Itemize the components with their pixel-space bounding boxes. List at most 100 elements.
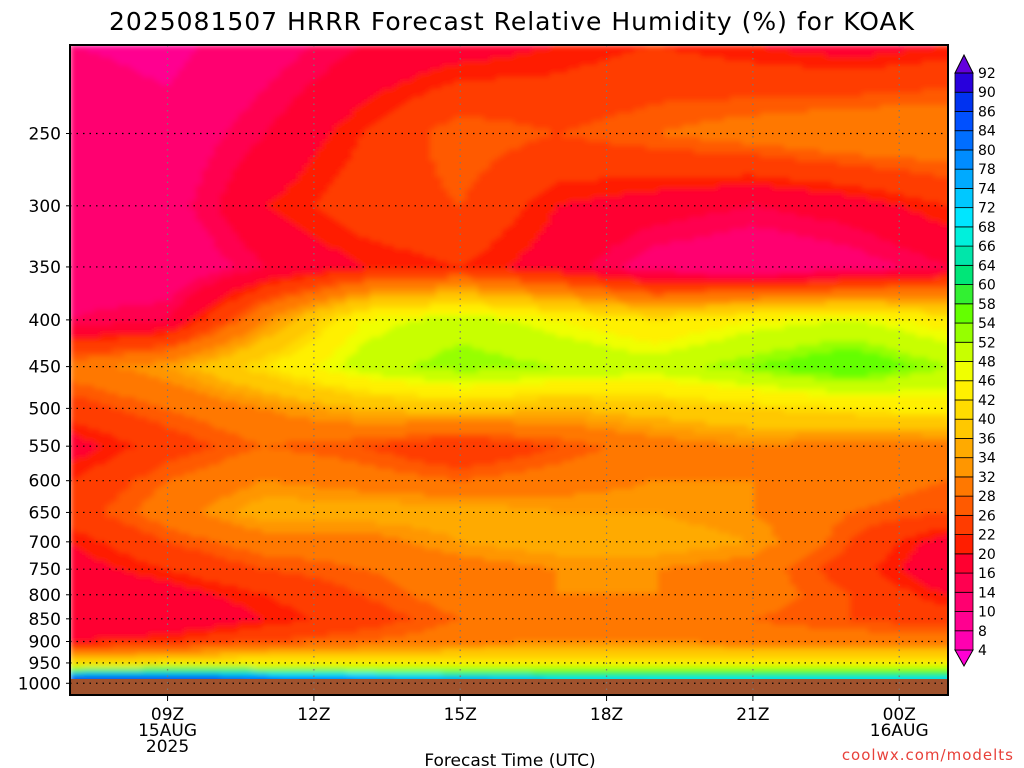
heatmap-cell — [838, 61, 845, 66]
heatmap-cell — [628, 77, 635, 82]
heatmap-cell — [190, 65, 197, 70]
heatmap-cell — [700, 53, 707, 58]
heatmap-cell — [742, 73, 749, 78]
heatmap-cell — [352, 65, 359, 70]
heatmap-cell — [112, 53, 119, 58]
heatmap-cell — [298, 81, 305, 86]
heatmap-cell — [658, 53, 665, 58]
heatmap-cell — [508, 73, 515, 78]
heatmap-cell — [688, 49, 695, 54]
heatmap-cell — [610, 57, 617, 62]
heatmap-cell — [580, 65, 587, 70]
heatmap-cell — [148, 61, 155, 66]
heatmap-cell — [430, 77, 437, 82]
heatmap-cell — [502, 61, 509, 66]
heatmap-cell — [664, 57, 671, 62]
heatmap-cell — [802, 65, 809, 70]
heatmap-cell — [748, 73, 755, 78]
heatmap-cell — [502, 57, 509, 62]
heatmap-cell — [652, 61, 659, 66]
heatmap-cell — [82, 77, 89, 82]
heatmap-cell — [736, 49, 743, 54]
heatmap-cell — [208, 81, 215, 86]
heatmap-cell — [262, 77, 269, 82]
heatmap-cell — [760, 69, 767, 74]
heatmap-cell — [400, 61, 407, 66]
heatmap-cell — [130, 81, 137, 86]
heatmap-cell — [634, 69, 641, 74]
heatmap-cell — [928, 65, 935, 70]
heatmap-cell — [598, 69, 605, 74]
heatmap-cell — [376, 57, 383, 62]
heatmap-cell — [646, 49, 653, 54]
heatmap-cell — [262, 61, 269, 66]
heatmap-cell — [538, 57, 545, 62]
heatmap-cell — [328, 57, 335, 62]
heatmap-cell — [790, 57, 797, 62]
heatmap-cell — [568, 69, 575, 74]
heatmap-cell — [796, 53, 803, 58]
heatmap-cell — [418, 61, 425, 66]
heatmap-cell — [196, 81, 203, 86]
heatmap-cell — [220, 81, 227, 86]
heatmap-cell — [256, 81, 263, 86]
heatmap-cell — [382, 61, 389, 66]
heatmap-cell — [226, 65, 233, 70]
heatmap-cell — [892, 49, 899, 54]
heatmap-cell — [400, 57, 407, 62]
heatmap-cell — [778, 77, 785, 82]
heatmap-cell — [166, 73, 173, 78]
heatmap-cell — [880, 73, 887, 78]
heatmap-cell — [628, 69, 635, 74]
heatmap-cell — [244, 57, 251, 62]
heatmap-cell — [574, 69, 581, 74]
heatmap-cell — [466, 77, 473, 82]
heatmap-cell — [784, 69, 791, 74]
heatmap-cell — [190, 69, 197, 74]
heatmap-cell — [364, 53, 371, 58]
heatmap-cell — [496, 61, 503, 66]
heatmap-cell — [634, 77, 641, 82]
heatmap-cell — [124, 57, 131, 62]
heatmap-cell — [904, 77, 911, 82]
heatmap-cell — [82, 61, 89, 66]
heatmap-cell — [250, 77, 257, 82]
heatmap-cell — [790, 65, 797, 70]
heatmap-cell — [928, 57, 935, 62]
heatmap-cell — [286, 65, 293, 70]
heatmap-cell — [124, 81, 131, 86]
heatmap-cell — [850, 73, 857, 78]
heatmap-cell — [298, 53, 305, 58]
heatmap-cell — [478, 73, 485, 78]
heatmap-cell — [256, 73, 263, 78]
heatmap-cell — [118, 49, 125, 54]
heatmap-cell — [574, 77, 581, 82]
heatmap-cell — [478, 69, 485, 74]
heatmap-cell — [208, 61, 215, 66]
heatmap-cell — [790, 49, 797, 54]
heatmap-cell — [124, 77, 131, 82]
heatmap-cell — [154, 61, 161, 66]
heatmap-cell — [136, 77, 143, 82]
heatmap-cell — [436, 65, 443, 70]
heatmap-cell — [292, 53, 299, 58]
heatmap-cell — [592, 73, 599, 78]
heatmap-cell — [190, 61, 197, 66]
heatmap-cell — [796, 57, 803, 62]
heatmap-cell — [568, 61, 575, 66]
heatmap-cell — [94, 61, 101, 66]
heatmap-cell — [562, 69, 569, 74]
heatmap-cell — [634, 53, 641, 58]
heatmap-cell — [412, 73, 419, 78]
heatmap-cell — [82, 65, 89, 70]
heatmap-cell — [796, 61, 803, 66]
heatmap-cell — [226, 73, 233, 78]
heatmap-cell — [928, 49, 935, 54]
heatmap-cell — [550, 61, 557, 66]
heatmap-cell — [532, 77, 539, 82]
heatmap-cell — [760, 73, 767, 78]
heatmap-cell — [370, 81, 377, 86]
heatmap-cell — [640, 49, 647, 54]
heatmap-cell — [382, 53, 389, 58]
heatmap-cell — [424, 73, 431, 78]
